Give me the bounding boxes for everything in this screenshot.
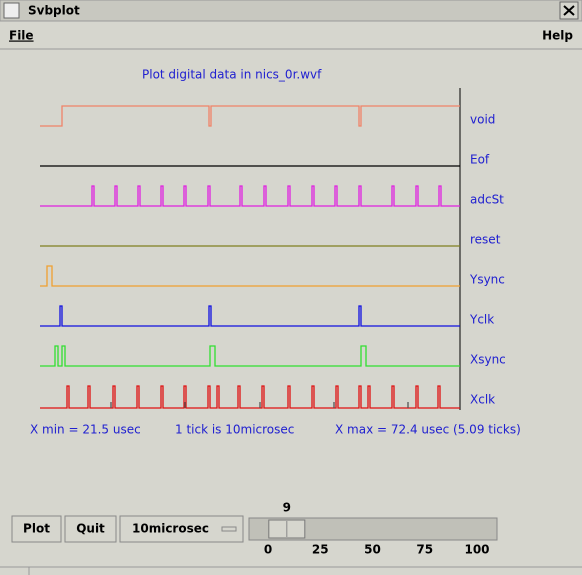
signal-label: adcSt	[470, 193, 504, 207]
slider-tick-label: 0	[264, 543, 272, 557]
waveform	[40, 265, 460, 287]
signal-label: void	[470, 113, 495, 127]
window-icon	[3, 2, 20, 19]
plot-button-label: Plot	[23, 522, 50, 536]
slider-tick-label: 25	[312, 543, 329, 557]
title-bar	[0, 0, 582, 22]
waveforms	[40, 105, 460, 409]
menu-help[interactable]: Help	[542, 29, 573, 43]
signal-label: Eof	[470, 153, 490, 167]
tick-label: 1 tick is 10microsec	[175, 423, 294, 437]
signal-label: Xclk	[470, 393, 495, 407]
tick-menu-label: 10microsec	[132, 522, 209, 536]
close-button[interactable]	[559, 1, 579, 20]
signal-label: reset	[470, 233, 501, 247]
plot-title: Plot digital data in nics_0r.wvf	[142, 68, 322, 82]
quit-button[interactable]: Quit	[64, 515, 117, 543]
quit-button-label: Quit	[76, 522, 105, 536]
slider-tick-label: 75	[416, 543, 433, 557]
slider-value: 9	[283, 501, 291, 515]
slider-tick-label: 50	[364, 543, 381, 557]
signal-label: Yclk	[469, 313, 494, 327]
slider-trough[interactable]	[248, 517, 498, 541]
waveform	[40, 345, 460, 367]
waveform	[40, 385, 460, 409]
x-max-label: X max = 72.4 usec (5.09 ticks)	[335, 423, 521, 437]
x-min-label: X min = 21.5 usec	[30, 423, 141, 437]
signal-label: Ysync	[469, 273, 505, 287]
waveform	[40, 305, 460, 327]
menu-file[interactable]: File	[9, 29, 34, 43]
waveform	[40, 185, 460, 207]
tick-menu[interactable]: 10microsec	[119, 515, 244, 543]
waveform	[40, 105, 460, 127]
slider-tick-label: 100	[464, 543, 489, 557]
signal-label: Xsync	[470, 353, 506, 367]
plot-button[interactable]: Plot	[11, 515, 62, 543]
window-title: Svbplot	[28, 4, 80, 18]
